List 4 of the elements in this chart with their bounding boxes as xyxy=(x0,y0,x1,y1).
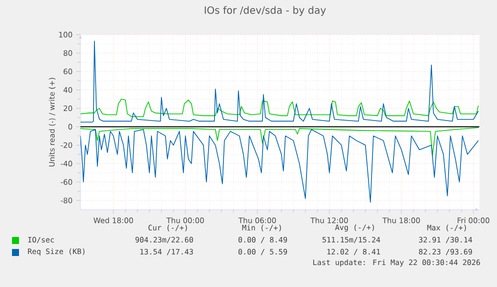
chart-title: IOs for /dev/sda - by day xyxy=(204,6,326,16)
line-series xyxy=(80,40,479,123)
line-series xyxy=(80,129,479,203)
line-series xyxy=(80,127,479,157)
